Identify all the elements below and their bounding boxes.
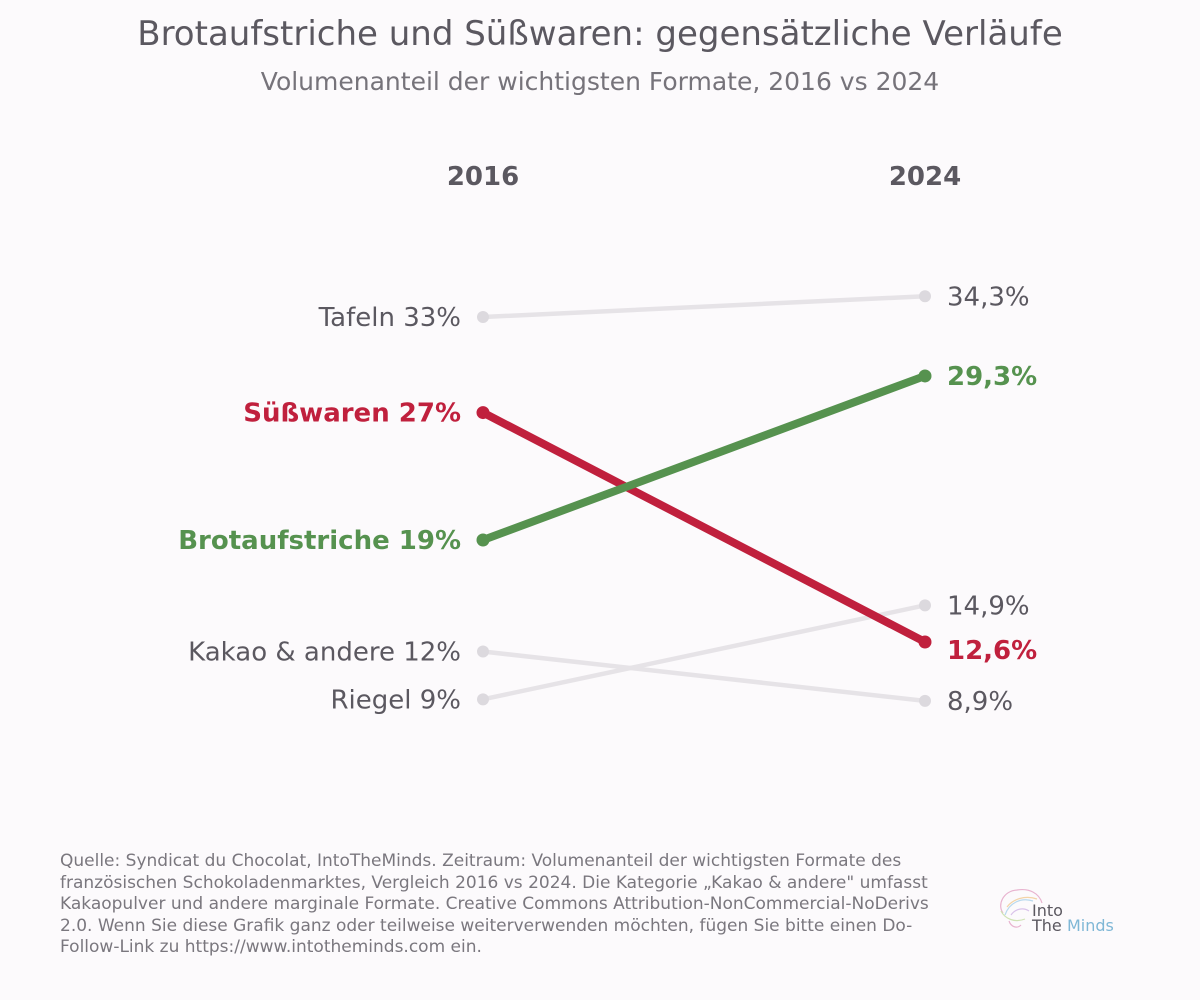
series-name-kakao-andere: Kakao & andere: [188, 638, 403, 668]
point-2016-brotaufstriche: [476, 533, 490, 547]
slope-line-brotaufstriche: [479, 371, 929, 545]
slope-line-süßwaren: [479, 408, 929, 646]
point-2024-riegel: [919, 599, 931, 612]
series-name-tafeln: Tafeln: [318, 303, 404, 333]
left-label-süßwaren: Süßwaren 27%: [243, 399, 461, 429]
series-name-brotaufstriche: Brotaufstriche: [178, 526, 399, 556]
point-2016-riegel: [477, 693, 489, 706]
value-label-2016-riegel: 9%: [420, 685, 461, 715]
value-label-2024-brotaufstriche: 29,3%: [947, 362, 1037, 392]
left-label-brotaufstriche: Brotaufstriche 19%: [178, 526, 461, 556]
value-label-2016-süßwaren: 27%: [399, 399, 461, 429]
point-2016-tafeln: [477, 311, 489, 323]
logo-the: The: [1031, 916, 1062, 935]
value-label-2016-tafeln: 33%: [403, 303, 461, 333]
logo-into: Into: [1032, 901, 1063, 920]
point-2024-süßwaren: [918, 635, 932, 649]
value-label-2024-tafeln: 34,3%: [947, 282, 1030, 312]
series-name-riegel: Riegel: [330, 685, 419, 715]
chart-title: Brotaufstriche und Süßwaren: gegensätzli…: [137, 14, 1063, 54]
point-2024-kakao-andere: [919, 694, 931, 707]
value-label-2016-brotaufstriche: 19%: [399, 526, 461, 556]
year-header-2016: 2016: [447, 162, 519, 192]
value-label-2016-kakao-andere: 12%: [403, 638, 461, 668]
logo-minds: Minds: [1067, 916, 1114, 935]
source-footnote: Quelle: Syndicat du Chocolat, IntoTheMin…: [60, 851, 929, 958]
brain-icon: [1000, 888, 1043, 928]
intotheminds-logo: Into The Minds: [1000, 888, 1114, 935]
year-header-2024: 2024: [889, 162, 961, 192]
value-label-2024-süßwaren: 12,6%: [947, 636, 1037, 666]
value-label-2024-kakao-andere: 8,9%: [947, 687, 1013, 717]
slope-line-kakao-andere: [480, 649, 928, 704]
point-2016-süßwaren: [476, 406, 490, 420]
series-name-süßwaren: Süßwaren: [243, 399, 399, 429]
left-label-tafeln: Tafeln 33%: [318, 303, 461, 333]
slope-line-tafeln: [480, 294, 928, 320]
point-2016-kakao-andere: [477, 645, 489, 658]
chart-subtitle: Volumenanteil der wichtigsten Formate, 2…: [260, 67, 940, 96]
left-label-kakao-andere: Kakao & andere 12%: [188, 638, 461, 668]
left-label-riegel: Riegel 9%: [330, 685, 461, 715]
value-label-2024-riegel: 14,9%: [947, 591, 1030, 621]
point-2024-brotaufstriche: [918, 369, 932, 383]
slope-line-riegel: [480, 603, 928, 702]
slope-chart: 2016 2024 Tafeln 33% 34,3% Süßwaren 27% 12,6%…: [178, 162, 1037, 717]
point-2024-tafeln: [919, 290, 931, 303]
